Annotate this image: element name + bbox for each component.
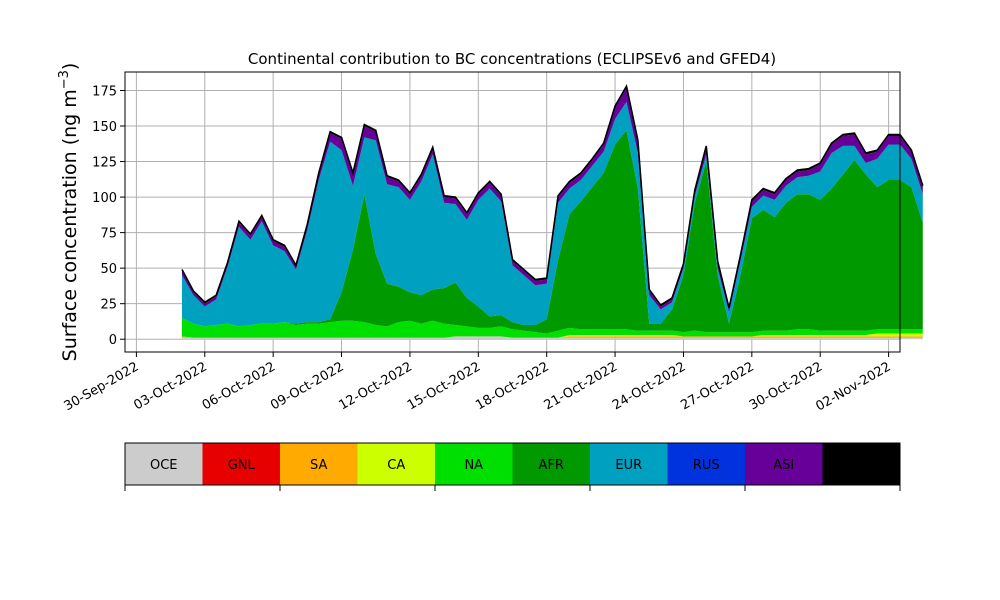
colorbar-swatch-na (435, 443, 513, 485)
colorbar-swatch-eur (590, 443, 668, 485)
area-series-afr (181, 130, 923, 334)
colorbar-label-asi: ASI (773, 458, 794, 473)
colorbar-swatch-ca (357, 443, 435, 485)
y-axis-label: Surface concentration (ng m−3) (57, 63, 81, 362)
y-tick-label: 100 (92, 191, 117, 206)
colorbar-swatch-oce (125, 443, 203, 485)
colorbar-frame (124, 442, 901, 486)
y-axis-label-superscript: −3 (57, 70, 72, 89)
colorbar-label-ca: CA (387, 458, 405, 473)
colorbar-swatch-sa (280, 443, 358, 485)
y-tick-label: 75 (100, 227, 117, 242)
area-series-eur (181, 101, 923, 327)
y-axis-label-close: ) (59, 63, 81, 70)
colorbar-label-eur: EUR (615, 458, 642, 473)
colorbar-label-aus: AUS (848, 458, 875, 473)
colorbar-swatch-gnl (202, 443, 280, 485)
colorbar-swatch-asi (745, 443, 823, 485)
y-tick-label: 150 (92, 120, 117, 135)
area-series-na (181, 317, 923, 338)
y-tick-label: 25 (100, 298, 117, 313)
y-tick-label: 50 (100, 262, 117, 277)
colorbar-swatch-rus (667, 443, 745, 485)
y-tick-label: 0 (109, 333, 117, 348)
colorbar-legend: OCE GNL SA CA NA AFR EUR RUS ASI AUS (124, 442, 901, 491)
total-outline (181, 83, 924, 309)
y-tick-label: 175 (92, 84, 117, 99)
area-series-ca (181, 333, 923, 338)
y-axis-label-main: Surface concentration (ng m (59, 89, 81, 361)
plot-frame (124, 71, 901, 353)
colorbar-label-afr: AFR (539, 458, 564, 473)
colorbar-label-na: NA (464, 458, 483, 473)
area-series-oce (181, 336, 923, 340)
area-series-asi (181, 87, 923, 313)
area-series-sa (181, 336, 923, 338)
stacked-areas (181, 86, 923, 340)
chart-title: Continental contribution to BC concentra… (248, 50, 776, 68)
colorbar-label-oce: OCE (150, 458, 178, 473)
colorbar-label-gnl: GNL (228, 458, 256, 473)
colorbar-swatch-aus (822, 443, 900, 485)
colorbar-label-sa: SA (310, 458, 327, 473)
y-axis-ticks: 0 25 50 75 100 125 150 175 (92, 84, 125, 348)
total-line (181, 83, 924, 309)
colorbar-swatch-afr (512, 443, 590, 485)
colorbar-label-rus: RUS (693, 458, 720, 473)
y-tick-label: 125 (92, 156, 117, 171)
